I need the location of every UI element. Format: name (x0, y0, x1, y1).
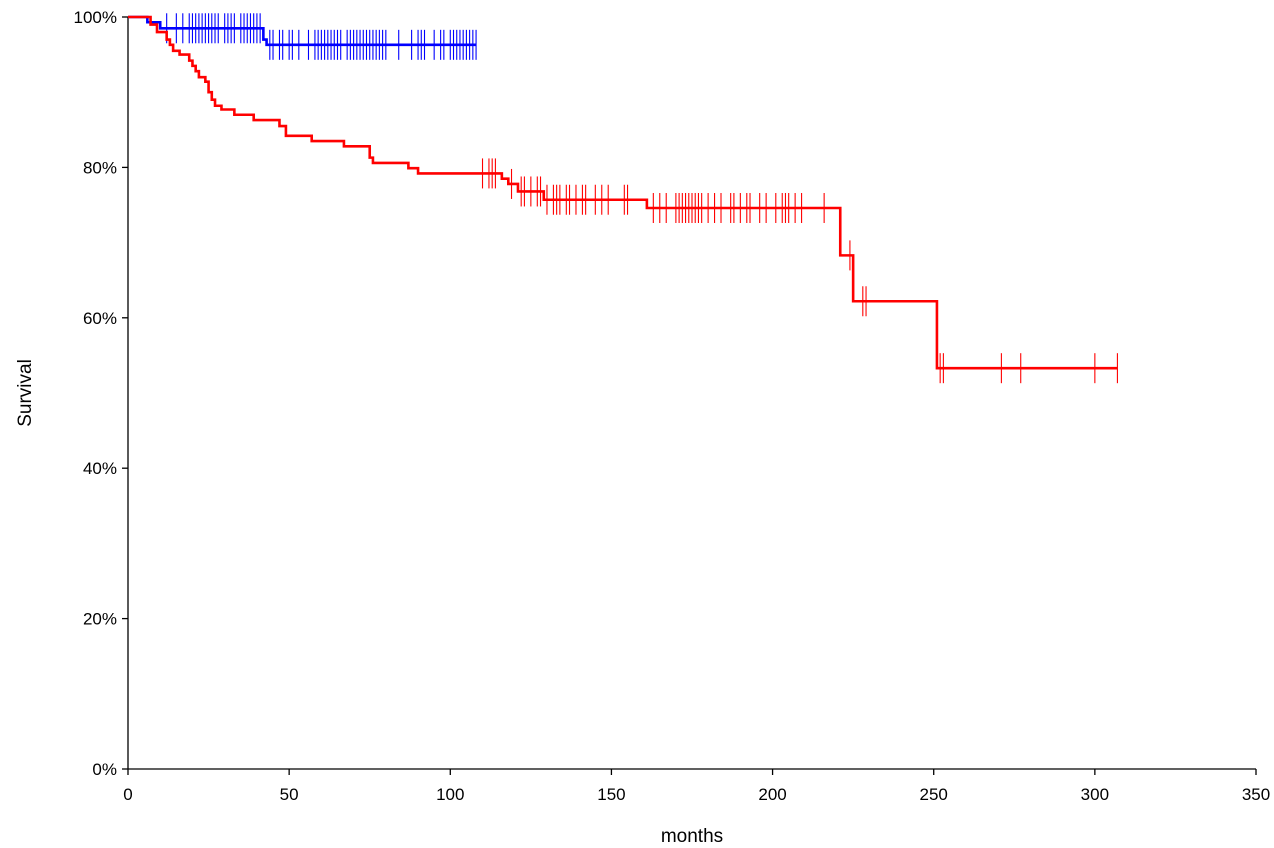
y-tick-label: 20% (83, 610, 117, 629)
x-tick-label: 0 (123, 785, 132, 804)
y-axis-title: Survival (15, 359, 36, 427)
series-line-0 (128, 15, 477, 47)
series-line-1 (128, 15, 1118, 370)
y-tick-label: 40% (83, 459, 117, 478)
series-layer (128, 13, 1118, 384)
x-tick-label: 150 (597, 785, 625, 804)
x-tick-label: 250 (920, 785, 948, 804)
series-1 (128, 15, 1118, 384)
y-tick-label: 60% (83, 309, 117, 328)
x-tick-label: 200 (758, 785, 786, 804)
axes: 0 50 100 150 200 250 300 350 0% 20% 40% 60% 80% 100% (74, 8, 1271, 804)
x-tick-label: 350 (1242, 785, 1270, 804)
y-tick-label: 100% (74, 8, 117, 27)
x-tick-label: 100 (436, 785, 464, 804)
x-tick-label: 300 (1081, 785, 1109, 804)
x-tick-label: 50 (280, 785, 299, 804)
x-axis-title: months (661, 826, 723, 847)
y-tick-label: 80% (83, 158, 117, 177)
y-tick-label: 0% (92, 760, 117, 779)
series-0 (128, 13, 477, 60)
